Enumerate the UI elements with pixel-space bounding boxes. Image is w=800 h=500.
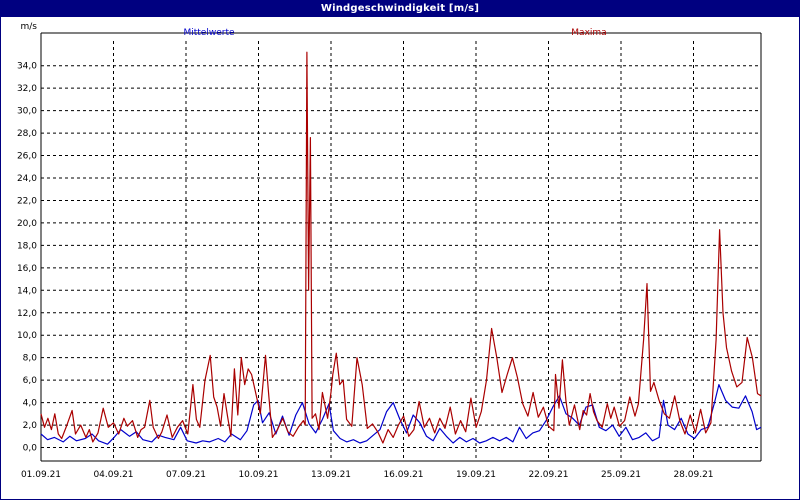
- series-line-mittelwerte: [40, 384, 762, 445]
- x-tick-label: 19.09.21: [456, 470, 496, 480]
- y-tick-label: 30,0: [17, 107, 37, 117]
- x-tick-label: 28.09.21: [673, 470, 713, 480]
- x-tick-label: 04.09.21: [93, 470, 133, 480]
- window-title: Windgeschwindigkeit [m/s]: [1, 1, 799, 17]
- y-tick-label: 4,0: [23, 399, 38, 409]
- x-tick-label: 13.09.21: [311, 470, 351, 480]
- labels: 0,0 2,0 4,0 6,0 8,0 10,0 12,0 14,0 16,0 18,0 20,0 2…: [17, 22, 714, 480]
- y-tick-label: 24,0: [17, 174, 37, 184]
- y-axis-label: m/s: [21, 22, 38, 32]
- legend-label-mittelwerte: Mittelwerte: [183, 28, 234, 38]
- legend-label-maxima: Maxima: [571, 28, 606, 38]
- y-tick-label: 26,0: [17, 152, 37, 162]
- x-tick-label: 07.09.21: [166, 470, 206, 480]
- y-tick-label: 28,0: [17, 129, 37, 139]
- x-tick-label: 16.09.21: [383, 470, 423, 480]
- x-tick-label: 22.09.21: [528, 470, 568, 480]
- axes: [40, 32, 762, 462]
- grid: [41, 41, 761, 461]
- series-line-maxima: [40, 51, 762, 444]
- y-tick-label: 12,0: [17, 309, 37, 319]
- y-tick-label: 32,0: [17, 84, 37, 94]
- y-tick-label: 8,0: [23, 354, 38, 364]
- y-tick-label: 20,0: [17, 219, 37, 229]
- x-tick-label: 01.09.21: [21, 470, 61, 480]
- x-tick-label: 10.09.21: [238, 470, 278, 480]
- y-tick-label: 16,0: [17, 264, 37, 274]
- y-tick-label: 0,0: [23, 444, 38, 454]
- y-tick-label: 22,0: [17, 196, 37, 206]
- y-tick-label: 34,0: [17, 62, 37, 72]
- y-tick-label: 6,0: [23, 376, 38, 386]
- y-tick-label: 10,0: [17, 331, 37, 341]
- series: [40, 51, 762, 445]
- y-tick-label: 14,0: [17, 286, 37, 296]
- y-tick-label: 18,0: [17, 241, 37, 251]
- y-tick-label: 2,0: [23, 421, 38, 431]
- x-tick-label: 25.09.21: [601, 470, 641, 480]
